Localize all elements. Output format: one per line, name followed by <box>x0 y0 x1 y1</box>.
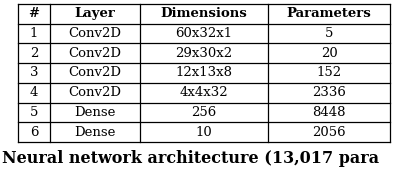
Text: 3: 3 <box>30 66 38 80</box>
Text: Conv2D: Conv2D <box>69 86 122 99</box>
Text: 4x4x32: 4x4x32 <box>180 86 228 99</box>
Text: 6: 6 <box>30 126 38 139</box>
Text: 29x30x2: 29x30x2 <box>175 47 233 60</box>
Text: 2336: 2336 <box>312 86 346 99</box>
Text: 1: 1 <box>30 27 38 40</box>
Text: Neural network architecture (13,017 para: Neural network architecture (13,017 para <box>2 150 379 167</box>
Text: 152: 152 <box>316 66 341 80</box>
Text: 5: 5 <box>325 27 333 40</box>
Text: Dimensions: Dimensions <box>161 7 247 20</box>
Text: Layer: Layer <box>75 7 116 20</box>
Text: 60x32x1: 60x32x1 <box>175 27 233 40</box>
Text: Conv2D: Conv2D <box>69 27 122 40</box>
Text: 2: 2 <box>30 47 38 60</box>
Text: Dense: Dense <box>74 126 116 139</box>
Text: 256: 256 <box>191 106 217 119</box>
Text: 12x13x8: 12x13x8 <box>175 66 232 80</box>
Text: 8448: 8448 <box>312 106 346 119</box>
Text: Dense: Dense <box>74 106 116 119</box>
Text: Conv2D: Conv2D <box>69 66 122 80</box>
Text: #: # <box>29 7 40 20</box>
Text: Parameters: Parameters <box>286 7 371 20</box>
Text: 5: 5 <box>30 106 38 119</box>
Text: Conv2D: Conv2D <box>69 47 122 60</box>
Text: 10: 10 <box>196 126 213 139</box>
Text: 20: 20 <box>321 47 337 60</box>
Text: 2056: 2056 <box>312 126 346 139</box>
Text: 4: 4 <box>30 86 38 99</box>
